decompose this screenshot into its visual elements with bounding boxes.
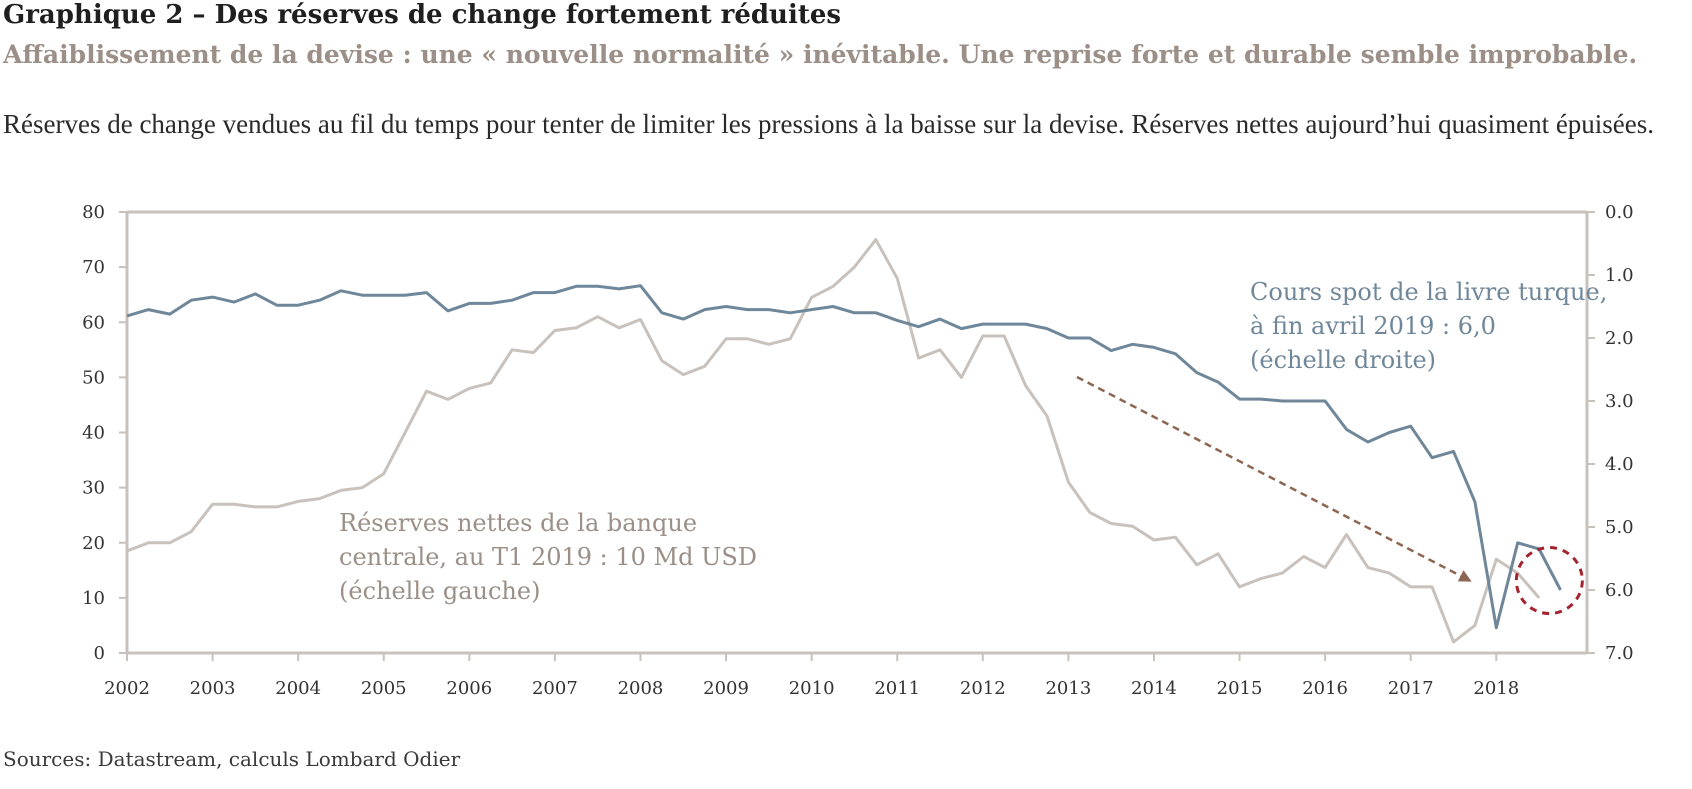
x-tick-label: 2005 <box>361 678 407 699</box>
left-tick-label: 0 <box>94 643 105 664</box>
annotation-layer: Cours spot de la livre turque, à fin avri… <box>339 278 1607 616</box>
currency-annotation-line: (échelle droite) <box>1250 346 1436 374</box>
right-tick-label: 0.0 <box>1605 202 1634 223</box>
x-tick-label: 2013 <box>1045 678 1091 699</box>
currency-annotation-line: à fin avril 2019 : 6,0 <box>1250 312 1496 340</box>
reserves-annotation-line: (échelle gauche) <box>339 577 540 605</box>
x-tick-label: 2012 <box>960 678 1006 699</box>
reserves-series-line <box>126 238 1541 644</box>
x-tick-label: 2010 <box>789 678 835 699</box>
left-tick-label: 10 <box>82 588 105 609</box>
x-tick-label: 2009 <box>703 678 749 699</box>
right-tick-label: 2.0 <box>1605 328 1634 349</box>
x-tick-label: 2004 <box>275 678 321 699</box>
right-tick-label: 4.0 <box>1605 454 1634 475</box>
left-tick-label: 30 <box>82 478 105 499</box>
left-tick-label: 40 <box>82 423 105 444</box>
x-tick-label: 2006 <box>446 678 492 699</box>
right-tick-label: 6.0 <box>1605 580 1634 601</box>
reserves-annotation-line: Réserves nettes de la banque <box>339 509 697 537</box>
right-tick-label: 7.0 <box>1605 643 1634 664</box>
chart-subtitle: Affaiblissement de la devise : une « nou… <box>3 40 1638 69</box>
chart-title: Graphique 2 – Des réserves de change for… <box>3 0 842 30</box>
right-tick-label: 5.0 <box>1605 517 1634 538</box>
left-axis-ticks: 0 10 20 30 40 50 60 70 80 <box>82 202 127 664</box>
x-tick-label: 2008 <box>618 678 664 699</box>
x-tick-label: 2007 <box>532 678 578 699</box>
currency-annotation-line: Cours spot de la livre turque, <box>1250 278 1607 306</box>
x-tick-label: 2014 <box>1131 678 1177 699</box>
left-tick-label: 60 <box>82 312 105 333</box>
series-layer <box>126 238 1562 644</box>
right-axis-ticks: 0.0 1.0 2.0 3.0 4.0 5.0 6.0 7.0 <box>1587 202 1634 664</box>
highlight-circle <box>1514 546 1584 616</box>
x-tick-label: 2002 <box>104 678 150 699</box>
right-tick-label: 1.0 <box>1605 265 1634 286</box>
source-note: Sources: Datastream, calculs Lombard Odi… <box>3 747 461 771</box>
left-tick-label: 20 <box>82 533 105 554</box>
currency-series-line <box>126 284 1562 630</box>
x-tick-label: 2011 <box>874 678 920 699</box>
right-tick-label: 3.0 <box>1605 391 1634 412</box>
left-tick-label: 50 <box>82 367 105 388</box>
x-tick-label: 2015 <box>1217 678 1263 699</box>
chart-description: Réserves de change vendues au fil du tem… <box>3 109 1655 139</box>
x-tick-label: 2017 <box>1388 678 1434 699</box>
x-tick-label: 2016 <box>1302 678 1348 699</box>
x-tick-label: 2018 <box>1473 678 1519 699</box>
x-axis-ticks: 2002 2003 2004 2005 2006 2007 2008 2009 2010 2011… <box>104 653 1519 699</box>
left-tick-label: 70 <box>82 257 105 278</box>
x-tick-label: 2003 <box>190 678 236 699</box>
plot-frame <box>125 210 1589 655</box>
reserves-annotation-line: centrale, au T1 2019 : 10 Md USD <box>339 543 757 571</box>
trend-arrow <box>1076 375 1472 583</box>
left-tick-label: 80 <box>82 202 105 223</box>
